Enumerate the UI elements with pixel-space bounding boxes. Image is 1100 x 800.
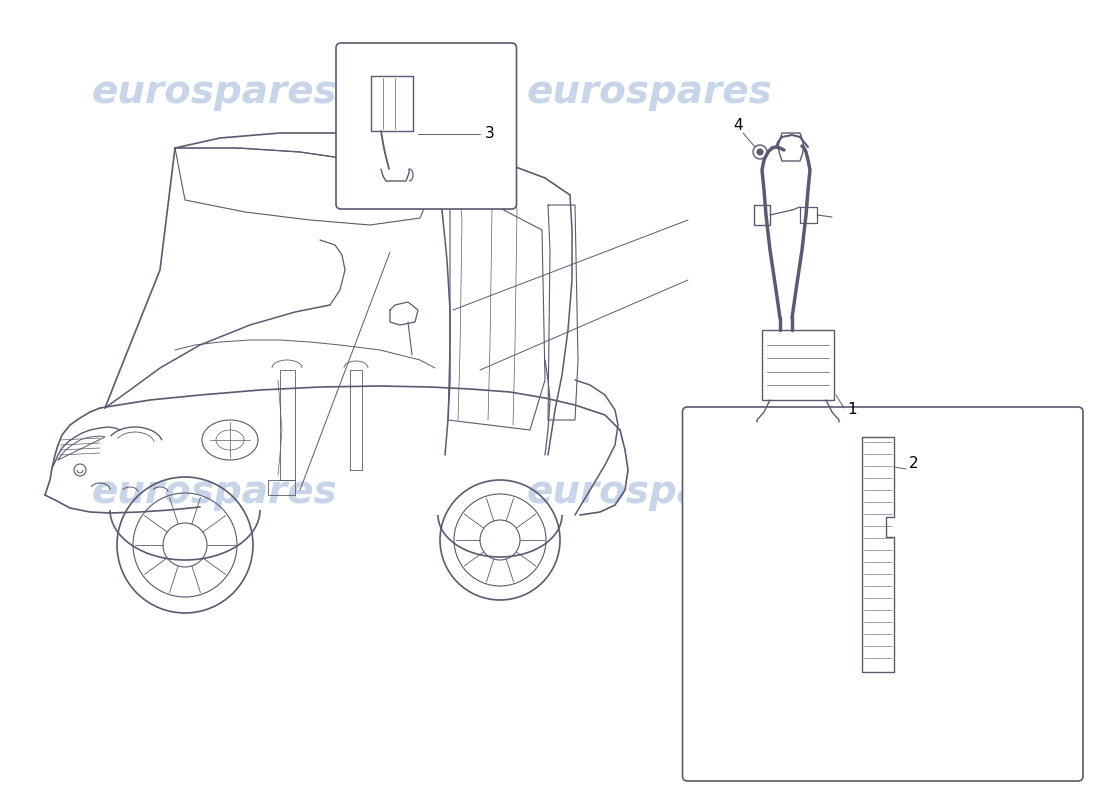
Text: 1: 1	[847, 402, 857, 418]
Text: eurospares: eurospares	[91, 473, 338, 511]
FancyBboxPatch shape	[682, 407, 1084, 781]
Text: eurospares: eurospares	[526, 473, 772, 511]
Text: 4: 4	[734, 118, 742, 133]
Circle shape	[757, 149, 763, 155]
Text: 2: 2	[910, 457, 918, 471]
Bar	[762, 330, 834, 400]
FancyBboxPatch shape	[336, 43, 517, 209]
Text: eurospares: eurospares	[526, 73, 772, 111]
Text: 3: 3	[485, 126, 494, 142]
Text: eurospares: eurospares	[91, 73, 338, 111]
